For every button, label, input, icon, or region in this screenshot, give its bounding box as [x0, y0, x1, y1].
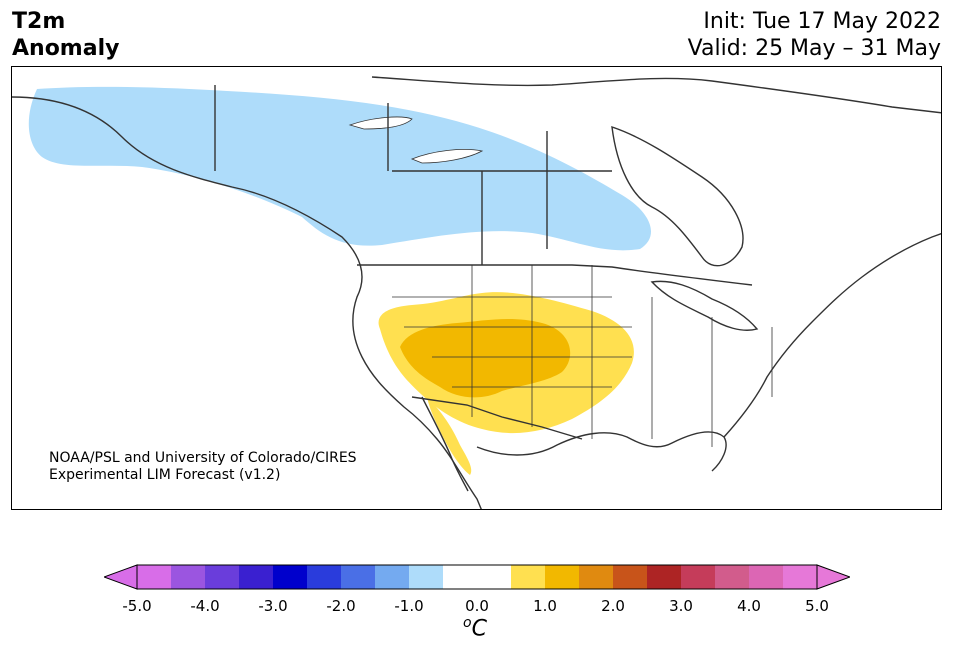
colorbar-tick-label: 0.0 [465, 597, 489, 615]
colorbar-unit: oC [463, 615, 487, 641]
colorbar-tick-label: -3.0 [258, 597, 288, 615]
warm-anomaly-light-baja [427, 397, 472, 475]
map-panel [11, 66, 942, 510]
unit-degree: o [463, 615, 472, 631]
colorbar-bin [443, 565, 478, 589]
colorbar-tick-label: -1.0 [394, 597, 424, 615]
colorbar-tick-label: 2.0 [601, 597, 625, 615]
colorbar-under-arrow [102, 564, 138, 590]
colorbar-svg [102, 564, 852, 590]
state-borders [392, 265, 773, 447]
valid-date: Valid: 25 May – 31 May [687, 36, 941, 61]
colorbar-bin [511, 565, 546, 589]
title-line-2: Anomaly [12, 36, 120, 61]
border-us-canada [357, 264, 753, 286]
colorbar-bin [579, 565, 614, 589]
state-border-lines [392, 265, 773, 447]
coastline-hudson-bay [611, 125, 744, 267]
colorbar-ticks: -5.0 -4.0 -3.0 -2.0 -1.0 0.0 1.0 2.0 3.0 4.0 5.0 [0, 597, 953, 617]
great-lakes [650, 280, 759, 331]
colorbar-bin [545, 565, 580, 589]
colorbar-bin [137, 565, 172, 589]
init-date: Init: Tue 17 May 2022 [703, 9, 941, 34]
map-svg [12, 76, 941, 509]
colorbar-bin [783, 565, 818, 589]
map-title: T2m Anomaly [12, 8, 119, 62]
colorbar [102, 564, 852, 590]
coastline-gulf [476, 431, 727, 472]
forecast-dates: Init: Tue 17 May 2022 Valid: 25 May – 31… [688, 8, 941, 62]
colorbar-tick-label: 3.0 [669, 597, 693, 615]
unit-letter: C [471, 616, 487, 642]
coastline-baja [421, 396, 469, 492]
colorbar-bin [341, 565, 376, 589]
coastline-atlantic [723, 232, 941, 438]
colorbar-bin [749, 565, 784, 589]
colorbar-bin [647, 565, 682, 589]
lake-shape [410, 149, 484, 164]
lake-shape [348, 116, 413, 130]
colorbar-bin [171, 565, 206, 589]
colorbar-bin [715, 565, 750, 589]
colorbar-bin [477, 565, 512, 589]
title-line-1: T2m [12, 9, 66, 34]
colorbar-tick-label: -2.0 [326, 597, 356, 615]
credit-line-2: Experimental LIM Forecast (v1.2) [49, 467, 281, 483]
warm-anomaly-dark [400, 318, 571, 398]
colorbar-tick-label: -5.0 [122, 597, 152, 615]
colorbar-tick-label: 4.0 [737, 597, 761, 615]
colorbar-tick-label: -4.0 [190, 597, 220, 615]
coastlines [12, 76, 941, 509]
border-us-mexico [411, 396, 583, 440]
cold-anomaly-region [28, 86, 652, 251]
colorbar-bin [613, 565, 648, 589]
credit-line-1: NOAA/PSL and University of Colorado/CIRE… [49, 450, 357, 466]
colorbar-bin [375, 565, 410, 589]
colorbar-tick-label: 5.0 [805, 597, 829, 615]
colorbar-bin [307, 565, 342, 589]
colorbar-bin [409, 565, 444, 589]
colorbar-bin [205, 565, 240, 589]
credit-text: NOAA/PSL and University of Colorado/CIRE… [49, 450, 357, 484]
colorbar-frame [136, 564, 818, 590]
border-canada-provinces [387, 103, 612, 265]
coastline-arctic [371, 76, 941, 114]
colorbar-bin [273, 565, 308, 589]
colorbar-bin [239, 565, 274, 589]
colorbar-over-arrow [816, 564, 852, 590]
colorbar-tick-label: 1.0 [533, 597, 557, 615]
coastline-pacific [12, 96, 482, 509]
colorbar-bin [681, 565, 716, 589]
